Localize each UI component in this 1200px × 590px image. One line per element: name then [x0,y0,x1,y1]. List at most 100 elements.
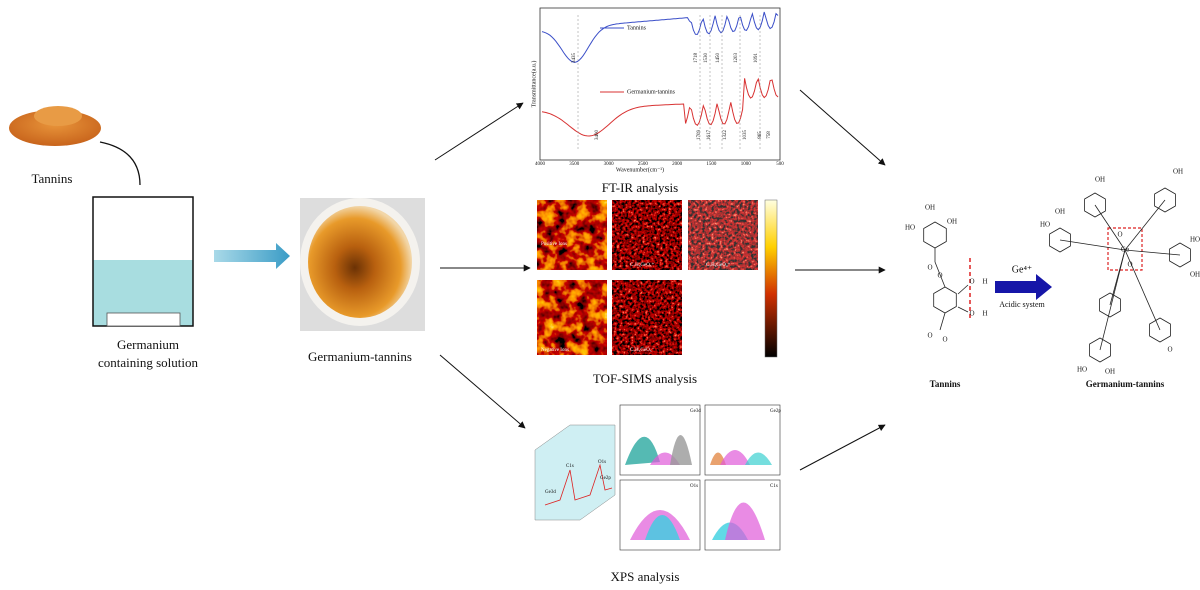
tick-label: 4000 [535,162,546,167]
ge-box [1107,227,1143,271]
arrow [439,354,526,429]
atom: HO [905,224,915,232]
tick-label: 2500 [638,162,649,167]
label: containing solution [98,355,199,370]
peak-label: 3400 [595,130,600,141]
atom: OH [1190,271,1200,279]
peak-label: 1530 [704,53,709,64]
bond [957,284,969,295]
bond [1124,199,1166,251]
label: TOF-SIMS analysis [593,371,697,386]
molecule-name: Germanium-tannins [1086,379,1165,389]
peak-label: 3435 [572,53,577,64]
xps-peak [645,515,680,540]
molecule-name: Tannins [930,379,961,389]
bond [939,312,946,331]
tick-label: 1500 [706,162,717,167]
ring [923,221,947,249]
reaction-arrow [995,274,1052,300]
tick-label: 500 [776,162,784,167]
panel-label: Ge2p [770,409,781,414]
panel-label: O1s [690,484,698,489]
sims-image [537,200,607,270]
survey-label: C1s [566,464,574,469]
ring [1099,292,1121,318]
peak-label: 1450 [716,53,721,64]
blue-arrow [214,243,290,269]
bond [1124,249,1161,331]
xps-peak [725,502,765,540]
atom: HO [1040,221,1050,229]
atom: HO [1077,366,1087,374]
condition: Acidic system [999,300,1045,309]
labels: Tannins Germanium containing solution Ge… [32,25,1165,584]
bond [1124,249,1181,256]
peak-label: 1035 [743,130,748,141]
xps-peak [625,436,660,465]
curve [99,141,141,186]
layout [9,7,1143,551]
atom: H [982,278,987,286]
atom: O [927,332,932,340]
atom: H [982,310,987,318]
survey-label: Ge2p [600,476,611,481]
atom: O [1117,231,1122,239]
ion: Ge⁴⁺ [1012,264,1032,275]
atom: OH [1095,176,1105,184]
xps-peak [745,452,772,465]
tick-label: 2000 [672,162,683,167]
atom: OH [1173,168,1183,176]
ring [1084,192,1106,218]
bond [934,261,946,288]
bond [1094,204,1126,251]
bond [1059,239,1126,251]
tick-label: 1000 [741,162,752,167]
peak-label: 758 [767,131,772,139]
peak-label: 1322 [723,130,728,141]
panel-label: Positive Ions [541,242,567,247]
atom: O [927,264,932,272]
peak-label: 1718 [694,53,699,64]
ring [933,286,957,314]
atom: O [969,278,974,286]
survey-label: O1s [598,460,606,465]
atom: OH [947,218,957,226]
panel-label: C₇H₅GeO₄⁺ [706,262,731,268]
sims-image [612,200,682,270]
atom: OH [1105,368,1115,376]
atom: O [1167,346,1172,354]
ring [1154,187,1176,213]
survey-label: Ge3d [545,490,556,495]
tick-label: 3000 [604,162,615,167]
peak-label: 1203 [734,53,739,64]
xps-peak [670,435,692,465]
xps-peak [720,450,750,465]
dish [308,206,412,318]
bond [957,306,969,313]
panel-label: C₇H₅GeO₅⁺ [630,262,655,268]
bond [1099,249,1126,351]
label: Tannins [32,171,73,186]
sims-image [612,280,682,355]
peak-label: 1617 [707,130,712,141]
atom: OH [1055,208,1065,216]
label: Germanium-tannins [308,349,412,364]
atom: HO [1190,236,1200,244]
ftir-curve [541,11,779,63]
ring [1089,337,1111,363]
arrow [799,424,886,471]
atom: O [937,272,942,280]
atom: O [1127,261,1132,269]
ring [1169,242,1191,268]
atom: O [942,336,947,344]
panel-label: C1s [770,484,778,489]
tick-label: 3500 [569,162,580,167]
arrow [799,89,886,166]
atom: Ge [1121,246,1129,254]
axis-label: Transmittance(a.u.) [530,61,537,108]
xps-3d [534,424,616,521]
xps-survey [544,463,613,506]
legend: Tannins [627,25,647,31]
panel-label: Negative Ions [541,348,569,353]
